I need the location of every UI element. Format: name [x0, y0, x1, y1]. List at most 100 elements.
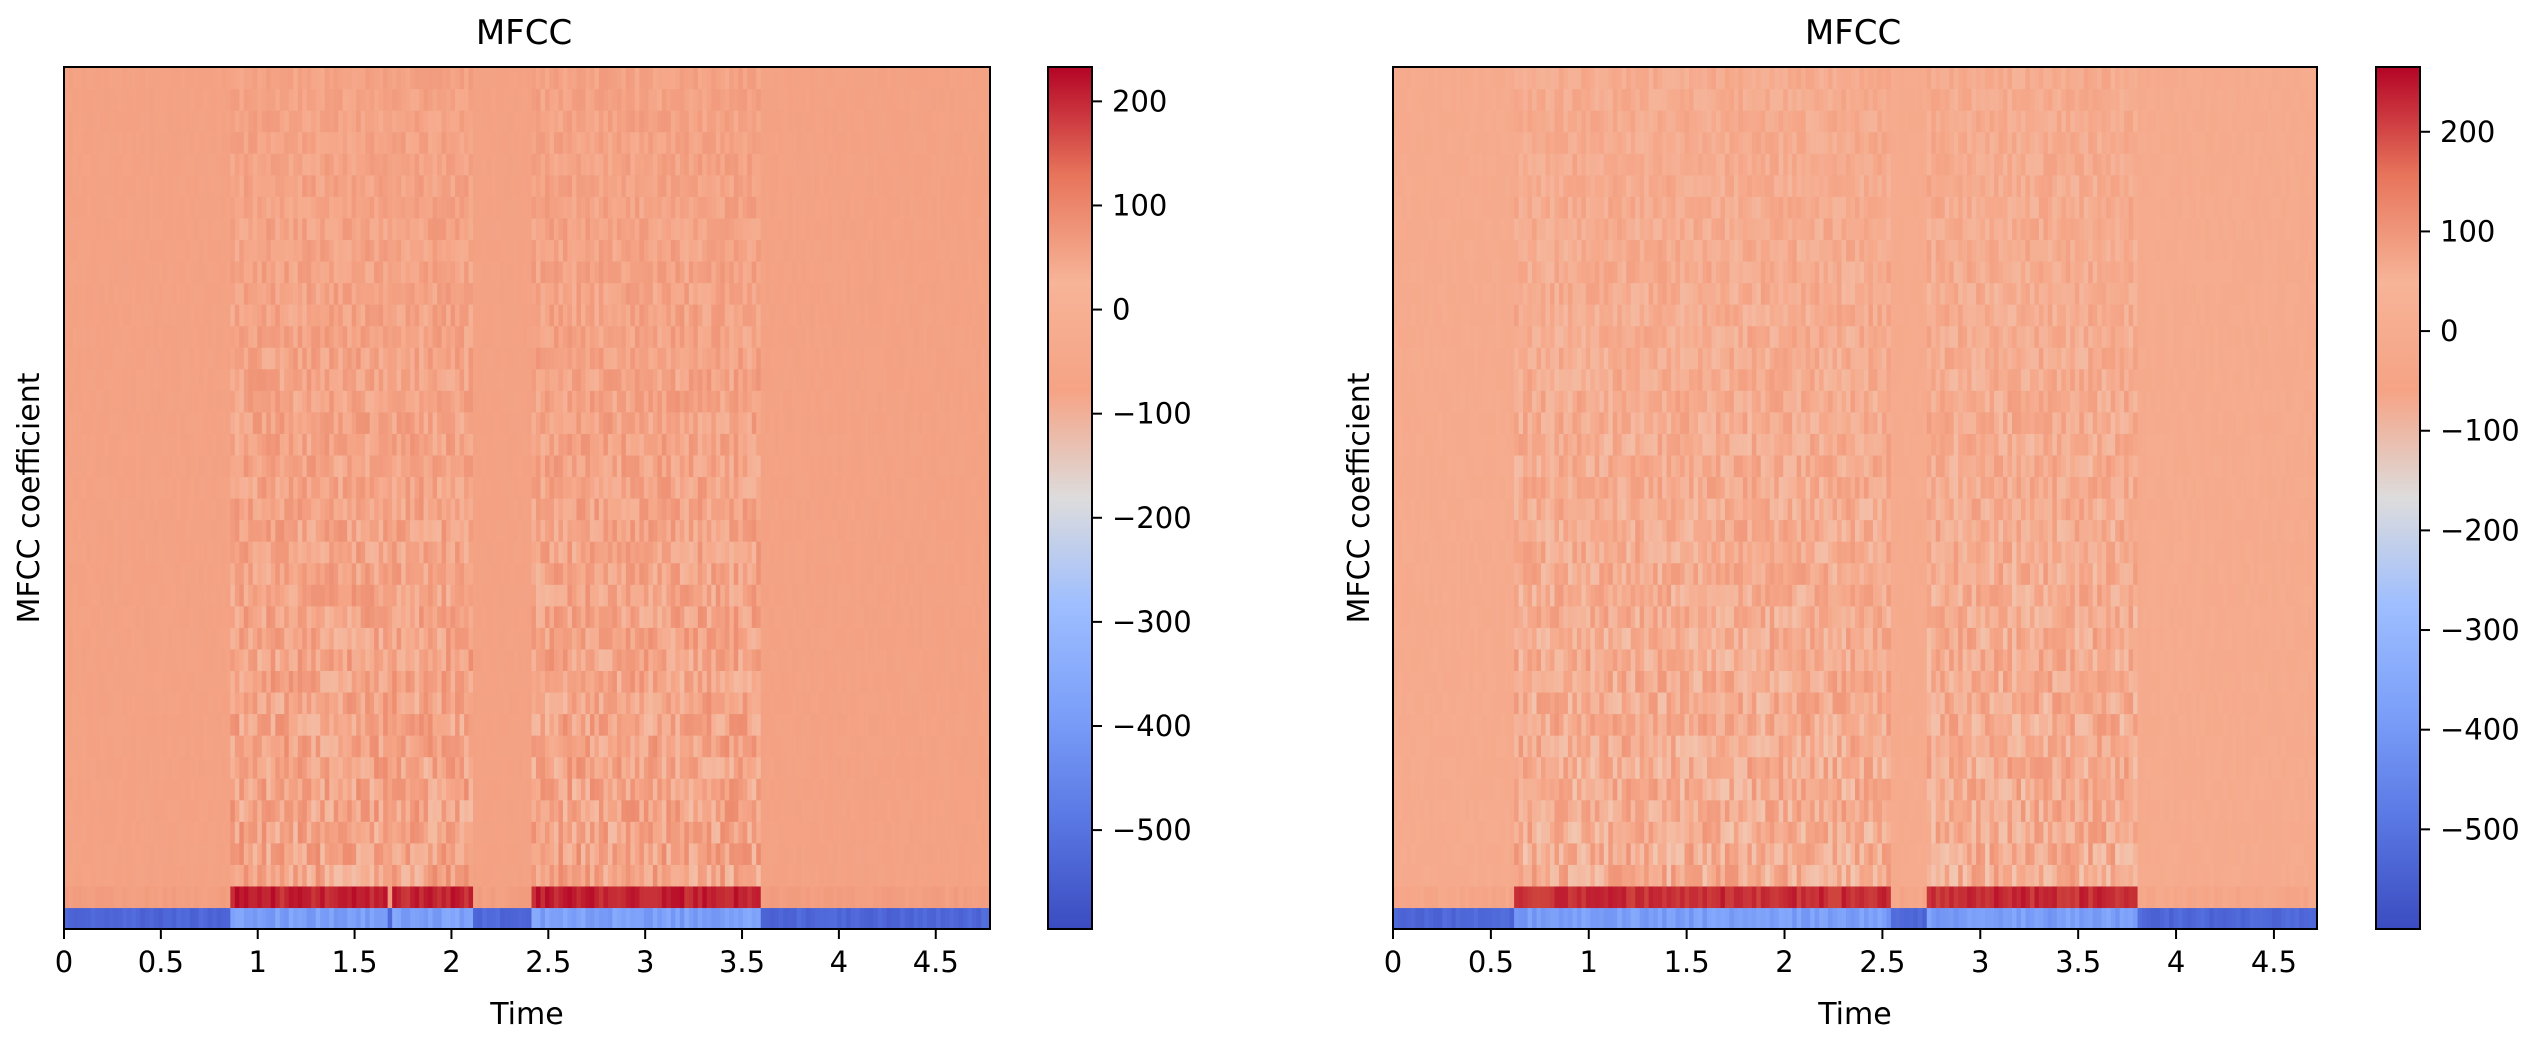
heatmap-cell: [279, 368, 285, 391]
heatmap-cell: [473, 260, 479, 284]
heatmap-cell: [473, 454, 479, 478]
heatmap-cell: [194, 282, 200, 305]
heatmap-cell: [185, 821, 191, 844]
heatmap-cell: [279, 627, 285, 650]
heatmap-cell: [293, 799, 299, 822]
heatmap-cell: [522, 713, 528, 736]
heatmap-cell: [509, 433, 515, 456]
heatmap-cell: [189, 476, 195, 499]
heatmap-cell: [450, 131, 456, 154]
heatmap-cell: [342, 584, 348, 607]
heatmap-cell: [495, 735, 501, 758]
heatmap-cell: [571, 821, 578, 844]
heatmap-cell: [135, 304, 142, 327]
heatmap-cell: [527, 217, 533, 240]
heatmap-cell: [297, 584, 303, 607]
heatmap-cell: [77, 67, 83, 90]
heatmap-cell: [419, 390, 425, 413]
heatmap-cell: [261, 670, 267, 693]
heatmap-cell: [135, 756, 142, 779]
heatmap-cell: [518, 153, 524, 176]
heatmap-cell: [212, 670, 218, 693]
heatmap-cell: [419, 713, 425, 736]
heatmap-cell: [410, 368, 416, 391]
heatmap-cell: [455, 756, 461, 779]
heatmap-cell: [203, 325, 209, 348]
heatmap-cell: [387, 541, 393, 564]
heatmap-cell: [459, 907, 465, 930]
heatmap-cell: [144, 713, 151, 736]
heatmap-cell: [68, 217, 74, 240]
heatmap-cell: [279, 196, 285, 219]
heatmap-cell: [486, 735, 492, 758]
heatmap-cell: [396, 821, 402, 844]
heatmap-cell: [405, 110, 411, 133]
heatmap-cell: [131, 627, 137, 650]
heatmap-cell: [527, 454, 533, 478]
heatmap-cell: [513, 562, 519, 585]
heatmap-cell: [468, 411, 474, 434]
heatmap-cell: [153, 196, 159, 219]
heatmap-cell: [239, 411, 245, 434]
heatmap-cell: [90, 864, 97, 887]
heatmap-cell: [518, 498, 524, 521]
heatmap-cell: [293, 325, 299, 348]
heatmap-cell: [158, 691, 164, 715]
heatmap-cell: [531, 541, 537, 564]
heatmap-cell: [122, 454, 128, 478]
heatmap-cell: [369, 174, 375, 197]
heatmap-cell: [504, 778, 510, 801]
heatmap-cell: [198, 735, 204, 758]
heatmap-cell: [518, 239, 524, 262]
heatmap-cell: [194, 821, 200, 844]
heatmap-cell: [180, 325, 186, 348]
heatmap-cell: [171, 627, 177, 650]
heatmap-cell: [360, 627, 366, 650]
heatmap-cell: [522, 476, 528, 499]
heatmap-cell: [598, 670, 605, 693]
heatmap-cell: [279, 454, 285, 478]
heatmap-cell: [486, 390, 492, 413]
heatmap-cell: [176, 260, 182, 284]
heatmap-cell: [437, 260, 443, 284]
heatmap-cell: [540, 670, 546, 693]
heatmap-cell: [64, 217, 70, 240]
heatmap-cell: [607, 239, 614, 262]
heatmap-cell: [64, 691, 70, 715]
heatmap-cell: [162, 217, 168, 240]
heatmap-cell: [423, 476, 429, 499]
heatmap-cell: [535, 390, 542, 413]
heatmap-cell: [149, 885, 155, 909]
heatmap-cell: [135, 648, 142, 671]
heatmap-cell: [216, 67, 222, 90]
heatmap-cell: [455, 196, 461, 219]
heatmap-cell: [248, 239, 254, 262]
heatmap-cell: [171, 368, 177, 391]
heatmap-cell: [64, 325, 70, 348]
heatmap-cell: [491, 282, 497, 305]
heatmap-cell: [68, 885, 74, 909]
heatmap-cell: [315, 541, 321, 564]
heatmap-cell: [144, 541, 151, 564]
heatmap-cell: [234, 110, 240, 133]
heatmap-cell: [135, 691, 142, 715]
heatmap-cell: [95, 368, 101, 391]
heatmap-cell: [509, 691, 515, 715]
heatmap-cell: [302, 498, 308, 521]
heatmap-cell: [203, 519, 209, 542]
heatmap-cell: [365, 411, 371, 434]
heatmap-cell: [369, 821, 375, 844]
heatmap-cell: [378, 454, 384, 478]
heatmap-cell: [509, 174, 515, 197]
heatmap-cell: [432, 196, 438, 219]
heatmap-cell: [230, 756, 236, 779]
heatmap-cell: [598, 110, 605, 133]
heatmap-cell: [589, 799, 596, 822]
heatmap-cell: [594, 67, 600, 90]
heatmap-cell: [612, 174, 618, 197]
heatmap-cell: [180, 67, 186, 90]
heatmap-cell: [580, 88, 587, 111]
heatmap-cell: [459, 756, 465, 779]
heatmap-cell: [347, 476, 353, 499]
heatmap-cell: [162, 756, 168, 779]
